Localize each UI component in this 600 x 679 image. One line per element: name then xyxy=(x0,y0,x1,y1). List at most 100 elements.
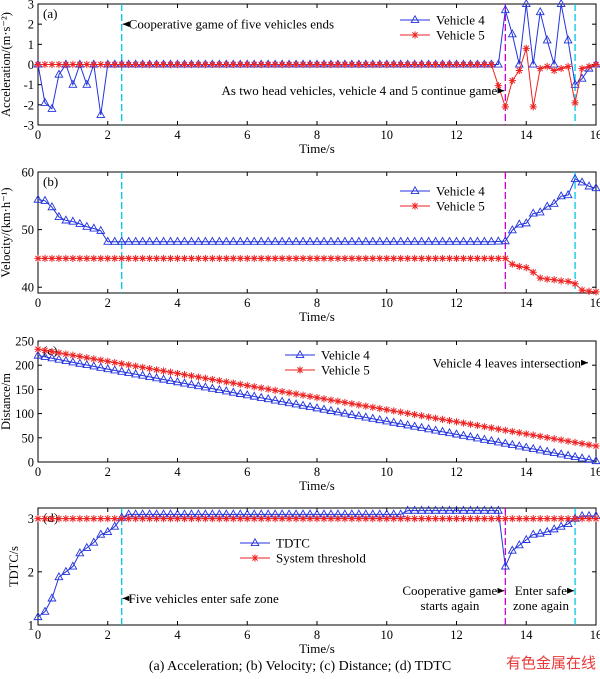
data-point xyxy=(278,254,286,263)
annotation-text: Enter safe xyxy=(515,583,568,598)
data-point xyxy=(152,236,162,245)
data-point xyxy=(243,515,251,523)
data-point xyxy=(522,264,530,272)
data-point xyxy=(96,362,106,371)
data-point xyxy=(165,375,176,384)
data-point xyxy=(536,432,544,440)
data-point xyxy=(444,236,455,245)
data-point xyxy=(68,216,78,225)
x-tick-label: 4 xyxy=(174,628,181,642)
data-point xyxy=(173,60,182,69)
data-point xyxy=(515,515,523,523)
data-point xyxy=(514,219,524,228)
data-point xyxy=(264,385,272,393)
annotation-text: Cooperative game xyxy=(402,583,497,598)
data-point xyxy=(536,64,544,73)
data-point xyxy=(89,361,99,370)
data-point xyxy=(479,434,489,443)
y-tick-label: 3 xyxy=(28,0,34,12)
data-point xyxy=(214,384,224,394)
data-point xyxy=(312,403,322,412)
data-point xyxy=(159,515,168,523)
data-point xyxy=(486,236,496,245)
data-point xyxy=(201,374,209,382)
data-point xyxy=(41,60,49,69)
data-point xyxy=(90,515,98,523)
data-point xyxy=(221,236,231,245)
legend-entry: TDTC xyxy=(240,536,310,551)
data-point xyxy=(493,505,503,514)
data-point xyxy=(382,416,392,425)
data-point xyxy=(270,236,280,245)
data-point xyxy=(48,254,56,263)
data-point xyxy=(417,422,427,431)
data-point xyxy=(529,103,537,111)
data-point xyxy=(158,374,169,383)
data-point xyxy=(362,254,370,263)
data-point xyxy=(424,424,434,433)
data-point xyxy=(585,287,593,295)
data-point xyxy=(132,515,140,523)
data-point xyxy=(563,35,573,44)
data-point xyxy=(418,60,426,69)
data-point xyxy=(549,198,559,207)
data-point xyxy=(424,236,434,245)
data-point xyxy=(131,236,141,245)
data-point xyxy=(515,429,523,437)
data-point xyxy=(208,60,216,69)
data-point xyxy=(82,79,92,88)
data-point xyxy=(285,389,293,397)
data-point xyxy=(445,254,454,263)
data-point xyxy=(194,254,203,263)
data-point xyxy=(522,44,530,52)
data-point xyxy=(257,254,265,263)
data-point xyxy=(187,515,196,523)
data-point xyxy=(418,412,426,420)
data-point xyxy=(118,60,126,69)
data-point xyxy=(96,529,106,538)
x-tick-label: 4 xyxy=(174,465,181,479)
x-tick-label: 2 xyxy=(105,128,111,142)
data-point xyxy=(90,60,98,69)
data-point xyxy=(264,515,272,523)
data-point xyxy=(438,515,447,523)
data-point xyxy=(549,524,559,533)
data-point xyxy=(383,60,391,69)
x-axis-label: Time/s xyxy=(299,641,335,656)
data-point xyxy=(473,421,482,430)
data-point xyxy=(341,254,349,263)
data-point xyxy=(500,438,510,447)
annotation: Vehicle 4 leaves intersection xyxy=(433,355,589,370)
data-point xyxy=(40,195,50,204)
data-point xyxy=(445,60,454,69)
data-point xyxy=(173,254,182,263)
x-axis-label: Time/s xyxy=(299,141,335,156)
data-point xyxy=(256,236,266,245)
data-point xyxy=(431,515,440,523)
data-point xyxy=(340,408,350,417)
data-point xyxy=(411,60,419,69)
data-point xyxy=(69,60,77,69)
data-point xyxy=(131,369,141,378)
data-point xyxy=(173,515,182,523)
data-point xyxy=(528,59,538,68)
data-point xyxy=(61,566,71,575)
data-point xyxy=(200,236,210,245)
data-point xyxy=(494,515,502,523)
x-tick-label: 8 xyxy=(314,628,320,642)
data-point xyxy=(180,371,189,379)
data-point xyxy=(465,236,476,245)
data-point xyxy=(111,60,119,69)
data-point xyxy=(592,515,600,523)
data-point xyxy=(521,0,531,8)
data-point xyxy=(250,60,258,69)
data-point xyxy=(487,515,495,523)
legend-label: TDTC xyxy=(276,536,310,551)
data-point xyxy=(215,377,223,385)
data-point xyxy=(417,505,427,514)
data-point xyxy=(277,236,287,245)
data-point xyxy=(48,60,56,69)
data-point xyxy=(194,515,203,523)
data-point xyxy=(348,254,356,263)
